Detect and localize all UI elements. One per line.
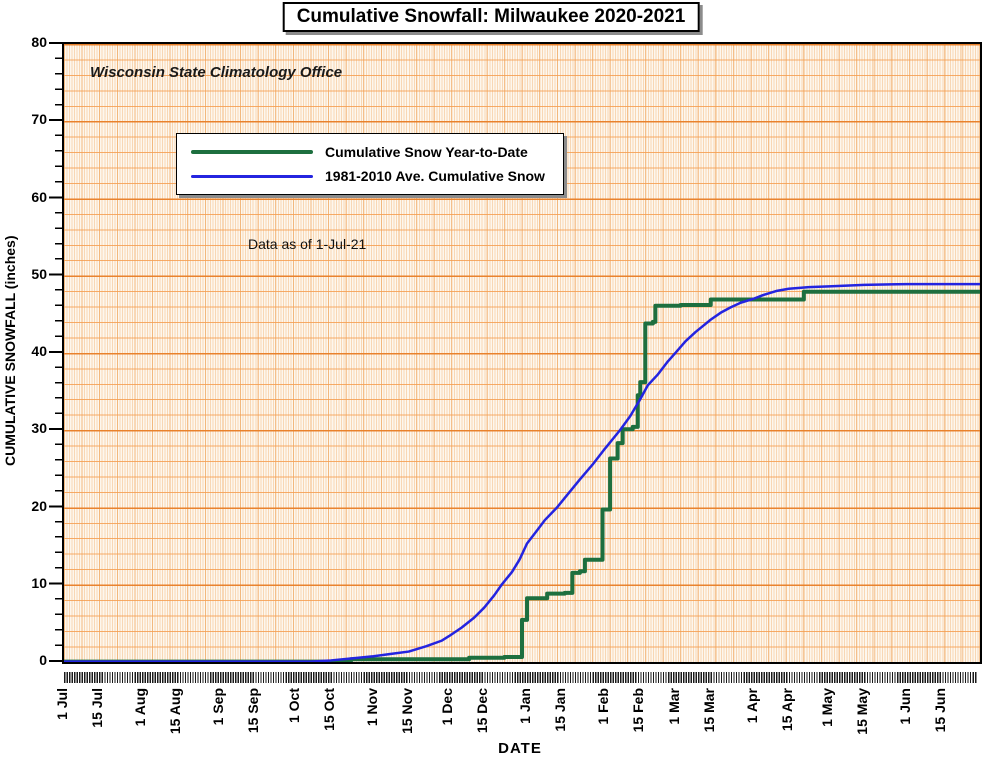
y-tick-label: 10: [31, 574, 47, 591]
x-tick-label: 15 Aug: [167, 688, 184, 735]
legend: Cumulative Snow Year-to-Date 1981-2010 A…: [176, 133, 564, 195]
legend-label-avg: 1981-2010 Ave. Cumulative Snow: [325, 168, 545, 184]
x-tick-label: 15 Jan: [552, 688, 569, 732]
x-tick-label: 15 Jul: [89, 688, 106, 728]
x-axis-daily-ticks: [64, 672, 977, 683]
x-tick-label: 15 Sep: [245, 688, 262, 734]
y-tick-label: 40: [31, 343, 47, 359]
series-avg: [64, 282, 980, 662]
x-axis-title: DATE: [498, 740, 542, 757]
x-tick-label: 15 Mar: [700, 688, 717, 733]
y-axis-minor-ticks: [55, 42, 62, 662]
y-tick-label: 80: [31, 34, 47, 50]
x-tick-label: 1 Feb: [595, 688, 612, 725]
x-tick-label: 1 Jun: [897, 688, 914, 725]
y-tick-label: 60: [31, 188, 47, 205]
x-tick-label: 1 Mar: [665, 688, 682, 725]
x-tick-label: 1 Apr: [743, 688, 760, 724]
x-tick-label: 15 Jun: [932, 688, 949, 733]
x-tick-label: 1 Sep: [210, 688, 227, 726]
legend-label-ytd: Cumulative Snow Year-to-Date: [325, 144, 528, 160]
y-axis-title: CUMULATIVE SNOWFALL (inches): [2, 235, 18, 467]
y-tick-label: 30: [31, 420, 47, 437]
data-as-of-note: Data as of 1-Jul-21: [248, 236, 367, 252]
y-tick-label: 70: [31, 111, 47, 128]
x-tick-label: 15 Nov: [398, 688, 415, 734]
y-tick-label: 50: [31, 265, 47, 282]
y-tick-label: 20: [31, 497, 47, 514]
x-tick-label: 15 Apr: [778, 688, 795, 732]
x-tick-label: 15 Oct: [320, 688, 337, 731]
x-tick-label: 15 May: [854, 688, 871, 735]
legend-item-ytd: Cumulative Snow Year-to-Date: [191, 144, 545, 160]
series-ytd: [64, 289, 980, 662]
ytd-line-swatch: [191, 150, 313, 154]
x-tick-label: 1 Jul: [54, 688, 70, 720]
x-tick-label: 15 Dec: [474, 688, 491, 734]
avg-line-swatch: [191, 174, 313, 178]
legend-item-avg: 1981-2010 Ave. Cumulative Snow: [191, 168, 545, 184]
chart-title: Cumulative Snowfall: Milwaukee 2020-2021: [282, 2, 700, 32]
x-tick-label: 1 May: [819, 688, 835, 727]
climatology-office-note: Wisconsin State Climatology Office: [90, 64, 343, 81]
y-tick-label: 0: [39, 652, 47, 668]
x-tick-label: 1 Nov: [363, 688, 380, 727]
x-tick-label: 1 Dec: [439, 688, 456, 726]
series-lines: [64, 282, 980, 662]
x-tick-label: 15 Feb: [630, 688, 647, 733]
x-tick-label: 1 Oct: [285, 688, 302, 724]
x-tick-label: 1 Aug: [132, 688, 148, 727]
x-tick-label: 1 Jan: [517, 688, 534, 724]
